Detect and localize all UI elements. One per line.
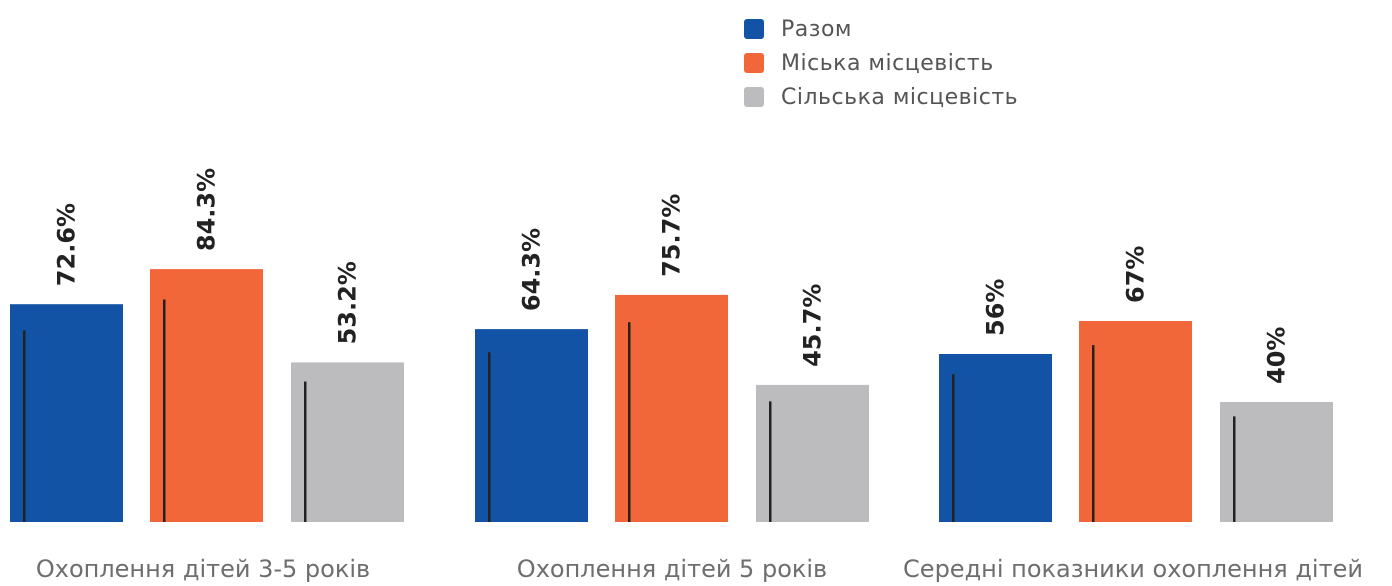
data-labels: 72.6% 84.3% 53.2% 64.3% 75.7% 45.7% 56% 67% 40%: [53, 168, 1291, 384]
legend-swatch-urban: [744, 53, 764, 73]
legend-item-rural: Сільська місцевість: [744, 80, 1018, 114]
bar-marker-line: [163, 299, 166, 522]
bar: [615, 294, 728, 522]
bar-marker-line: [628, 322, 631, 522]
category-label: Охоплення дітей 3-5 років: [36, 555, 370, 583]
data-label: 84.3%: [193, 168, 221, 251]
category-labels: Охоплення дітей 3-5 років Охоплення дітей…: [36, 555, 1363, 583]
bar-marker-line: [488, 352, 491, 522]
legend-label-total: Разом: [781, 16, 853, 42]
bar: [939, 354, 1052, 522]
category-label: Середні показники охоплення дітей: [903, 555, 1363, 583]
category-label: Охоплення дітей 5 років: [517, 555, 827, 583]
bar: [1220, 402, 1333, 522]
bar: [756, 384, 869, 522]
bar-marker-line: [769, 401, 772, 522]
bar: [475, 329, 588, 522]
legend: Разом Міська місцевість Сільська місцеві…: [744, 12, 1018, 114]
data-label: 56%: [982, 279, 1010, 336]
data-label: 53.2%: [334, 261, 362, 344]
legend-item-total: Разом: [744, 12, 1018, 46]
data-label: 67%: [1122, 246, 1150, 303]
legend-label-rural: Сільська місцевість: [781, 84, 1019, 110]
data-label: 75.7%: [658, 194, 686, 277]
data-label: 45.7%: [799, 284, 827, 367]
bars: [10, 269, 1333, 522]
bar-marker-line: [952, 374, 955, 522]
bar-marker-line: [23, 330, 26, 522]
legend-item-urban: Міська місцевість: [744, 46, 1018, 80]
bar: [10, 304, 123, 522]
bar-marker-line: [1233, 416, 1236, 522]
bar: [150, 269, 263, 522]
bar: [291, 362, 404, 522]
data-label: 64.3%: [518, 228, 546, 311]
bar-marker-line: [304, 381, 307, 522]
legend-swatch-total: [744, 19, 764, 39]
data-label: 40%: [1263, 327, 1291, 384]
legend-swatch-rural: [744, 87, 764, 107]
legend-label-urban: Міська місцевість: [781, 50, 994, 76]
data-label: 72.6%: [53, 203, 81, 286]
bar: [1079, 321, 1192, 522]
bar-marker-line: [1092, 345, 1095, 522]
